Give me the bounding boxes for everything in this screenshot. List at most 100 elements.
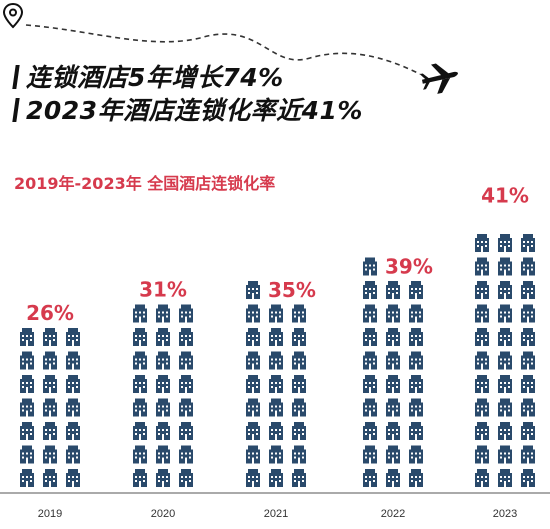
hotel-building-icon: [179, 445, 193, 464]
headline-text-1: 连锁酒店5年增长74%: [26, 63, 284, 92]
hotel-building-icon: [475, 281, 489, 299]
hotel-building-icon: [386, 281, 400, 299]
column-2022: 39% 2022: [363, 255, 433, 520]
hotel-building-icon: [363, 257, 377, 276]
hotel-building-icon: [246, 422, 260, 440]
hotel-building-icon: [292, 469, 306, 487]
hotel-building-icon: [475, 234, 489, 252]
hotel-building-icon: [156, 422, 170, 440]
hotel-building-icon: [498, 469, 512, 487]
hotel-building-icon: [292, 351, 306, 370]
hotel-building-icon: [133, 351, 147, 370]
hotel-building-icon: [386, 469, 400, 487]
hotel-building-icon: [179, 469, 193, 487]
hotel-building-icon: [475, 375, 489, 393]
hotel-building-icon: [363, 398, 377, 417]
hotel-building-icon: [521, 328, 535, 346]
hotel-building-icon: [292, 422, 306, 440]
hotel-building-icon: [133, 328, 147, 346]
hotel-building-icon: [409, 281, 423, 299]
x-tick-label: 2023: [493, 508, 517, 520]
hotel-building-icon: [498, 445, 512, 464]
hotel-building-icon: [386, 351, 400, 370]
headline-line-2: 2023年酒店连锁化率近41%: [12, 91, 363, 127]
hotel-building-icon: [292, 375, 306, 393]
value-label: 26%: [26, 301, 74, 325]
column-2019: 26% 2019: [20, 301, 80, 520]
hotel-building-icon: [66, 398, 80, 417]
x-tick-label: 2020: [151, 508, 175, 520]
hotel-building-icon: [20, 422, 34, 440]
headline-text-2: 2023年酒店连锁化率近41%: [26, 96, 363, 125]
hotel-building-icon: [475, 422, 489, 440]
hotel-building-icon: [269, 304, 283, 323]
hotel-building-icon: [475, 304, 489, 323]
hotel-building-icon: [20, 445, 34, 464]
hotel-building-icon: [246, 469, 260, 487]
hotel-building-icon: [498, 398, 512, 417]
hotel-building-icon: [133, 304, 147, 323]
hotel-building-icon: [498, 304, 512, 323]
hotel-building-icon: [521, 445, 535, 464]
hotel-building-icon: [498, 328, 512, 346]
hotel-building-icon: [409, 398, 423, 417]
hotel-building-icon: [20, 351, 34, 370]
hotel-building-icon: [475, 469, 489, 487]
hotel-building-icon: [498, 351, 512, 370]
hotel-building-icon: [43, 351, 57, 370]
hotel-building-icon: [363, 281, 377, 299]
hotel-building-icon: [269, 422, 283, 440]
hotel-building-icon: [363, 445, 377, 464]
hotel-building-icon: [179, 422, 193, 440]
hotel-building-icon: [498, 422, 512, 440]
hotel-building-icon: [363, 328, 377, 346]
hotel-building-icon: [386, 375, 400, 393]
hotel-building-icon: [292, 328, 306, 346]
hotel-building-icon: [269, 328, 283, 346]
hotel-building-icon: [409, 304, 423, 323]
hotel-building-icon: [269, 375, 283, 393]
hotel-building-icon: [246, 398, 260, 417]
hotel-building-icon: [409, 422, 423, 440]
hotel-building-icon: [269, 351, 283, 370]
hotel-building-icon: [66, 422, 80, 440]
x-tick-label: 2022: [381, 508, 405, 520]
hotel-building-icon: [43, 375, 57, 393]
hotel-building-icon: [156, 398, 170, 417]
column-2023: 41% 2023: [475, 184, 535, 520]
hotel-building-icon: [521, 422, 535, 440]
hotel-building-icon: [179, 328, 193, 346]
hotel-building-icon: [521, 234, 535, 252]
hotel-building-icon: [66, 375, 80, 393]
hotel-building-icon: [475, 398, 489, 417]
hotel-building-icon: [363, 375, 377, 393]
hotel-building-icon: [179, 304, 193, 323]
hotel-building-icon: [292, 304, 306, 323]
hotel-building-icon: [409, 445, 423, 464]
hotel-building-icon: [409, 469, 423, 487]
x-tick-label: 2019: [38, 508, 62, 520]
hotel-building-icon: [43, 398, 57, 417]
dashed-route: [25, 24, 421, 75]
chart-title: 2019年-2023年 全国酒店连锁化率: [14, 174, 276, 193]
hotel-building-icon: [179, 351, 193, 370]
hotel-building-icon: [246, 304, 260, 323]
hotel-building-icon: [43, 469, 57, 487]
hotel-building-icon: [20, 375, 34, 393]
value-label: 31%: [139, 278, 187, 302]
hotel-building-icon: [246, 351, 260, 370]
hotel-building-icon: [269, 398, 283, 417]
chart-columns: 26% 2019 31% 2020 35% 2021 39% 2022 41% 2023: [20, 184, 535, 520]
hotel-building-icon: [521, 351, 535, 370]
hotel-building-icon: [246, 375, 260, 393]
value-label: 39%: [385, 255, 433, 279]
hotel-building-icon: [521, 398, 535, 417]
value-label: 35%: [268, 278, 316, 302]
hotel-building-icon: [386, 445, 400, 464]
hotel-building-icon: [66, 328, 80, 346]
hotel-building-icon: [133, 375, 147, 393]
location-pin-icon: [2, 2, 24, 29]
hotel-building-icon: [156, 351, 170, 370]
headline-line-1: 连锁酒店5年增长74%: [12, 58, 284, 94]
hotel-building-icon: [133, 469, 147, 487]
